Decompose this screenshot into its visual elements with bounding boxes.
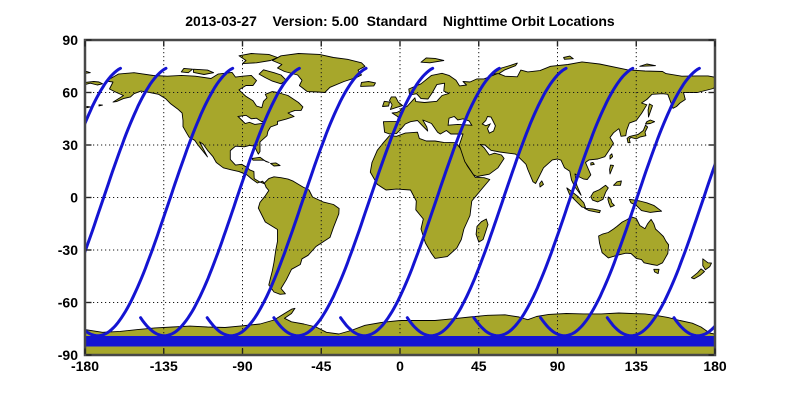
continent-landmass (389, 96, 404, 110)
orbit-track (85, 66, 122, 128)
continent-landmass (85, 81, 103, 86)
continent-landmass (690, 268, 705, 280)
y-tick-label: 0 (70, 190, 78, 206)
orbit-track (85, 66, 168, 256)
continent-landmass (590, 184, 609, 203)
x-tick-label: 135 (625, 358, 649, 374)
continent-landmass (193, 68, 215, 75)
continent-landmass (238, 53, 278, 65)
orbit-track (205, 66, 368, 338)
continent-landmass (639, 63, 656, 67)
orbit-tracks-layer (85, 66, 715, 347)
continent-landmass (258, 69, 287, 85)
continent-landmass (420, 57, 445, 64)
continent-landmass (584, 207, 601, 214)
continent-landmass (251, 156, 270, 163)
continent-landmass (105, 71, 304, 185)
orbit-track (472, 66, 635, 338)
orbit-track (339, 66, 501, 338)
continent-landmass (382, 100, 390, 107)
lake (481, 116, 496, 134)
x-tick-label: -45 (311, 358, 331, 374)
orbit-track (85, 66, 235, 338)
continent-landmass (628, 198, 663, 213)
orbit-track (139, 66, 301, 338)
orbit-track (405, 66, 568, 338)
y-tick-label: 90 (62, 32, 78, 48)
y-tick-label: 60 (62, 85, 78, 101)
continent-landmass (85, 71, 91, 74)
continent-landmass (645, 119, 656, 125)
continent-landmass (382, 61, 715, 196)
y-tick-label: -90 (58, 347, 78, 363)
continent-landmass (609, 153, 614, 160)
x-tick-label: -90 (232, 358, 252, 374)
continent-landmass (86, 106, 91, 109)
orbit-track (605, 160, 715, 338)
continent-landmass (598, 216, 670, 266)
continent-landmass (271, 53, 366, 93)
orbit-track (672, 316, 715, 338)
orbit-track (272, 66, 435, 338)
continent-landmass (180, 67, 194, 74)
x-tick-label: 180 (703, 358, 727, 374)
continent-landmass (539, 180, 544, 188)
x-tick-label: -135 (150, 358, 178, 374)
y-tick-label: -60 (58, 295, 78, 311)
continent-landmass (369, 131, 491, 259)
axis-ticks-layer (84, 39, 716, 356)
continent-landmass (609, 164, 614, 175)
continent-landmass (270, 162, 281, 167)
continent-landmass (475, 218, 489, 243)
figure-title: 2013-03-27 Version: 5.00 Standard Nightt… (185, 13, 615, 29)
continent-landmass (590, 162, 595, 166)
plot-frame (83, 38, 717, 357)
continent-landmass (647, 103, 653, 118)
south-orbit-convergence-band (85, 336, 715, 347)
orbit-track (539, 66, 701, 338)
axis-labels-layer: -180 -135 -90 -45 0 45 90 135 180 90 60 30 0 -30 -60 -9… (58, 32, 727, 374)
x-tick-label: 90 (550, 358, 566, 374)
continent-landmass (613, 180, 622, 186)
continent-landmass (653, 268, 660, 275)
continent-landmass (360, 81, 376, 87)
y-tick-label: 30 (62, 137, 78, 153)
y-tick-label: -30 (58, 242, 78, 258)
continent-landmass (98, 104, 103, 107)
x-tick-label: 0 (396, 358, 404, 374)
continent-landmass (702, 258, 712, 271)
x-tick-label: 45 (471, 358, 487, 374)
x-tick-label: -180 (71, 358, 99, 374)
continent-landmass (257, 176, 340, 295)
continent-landmass (563, 55, 574, 60)
continent-landmass (626, 124, 649, 144)
continent-landmass (607, 196, 615, 208)
